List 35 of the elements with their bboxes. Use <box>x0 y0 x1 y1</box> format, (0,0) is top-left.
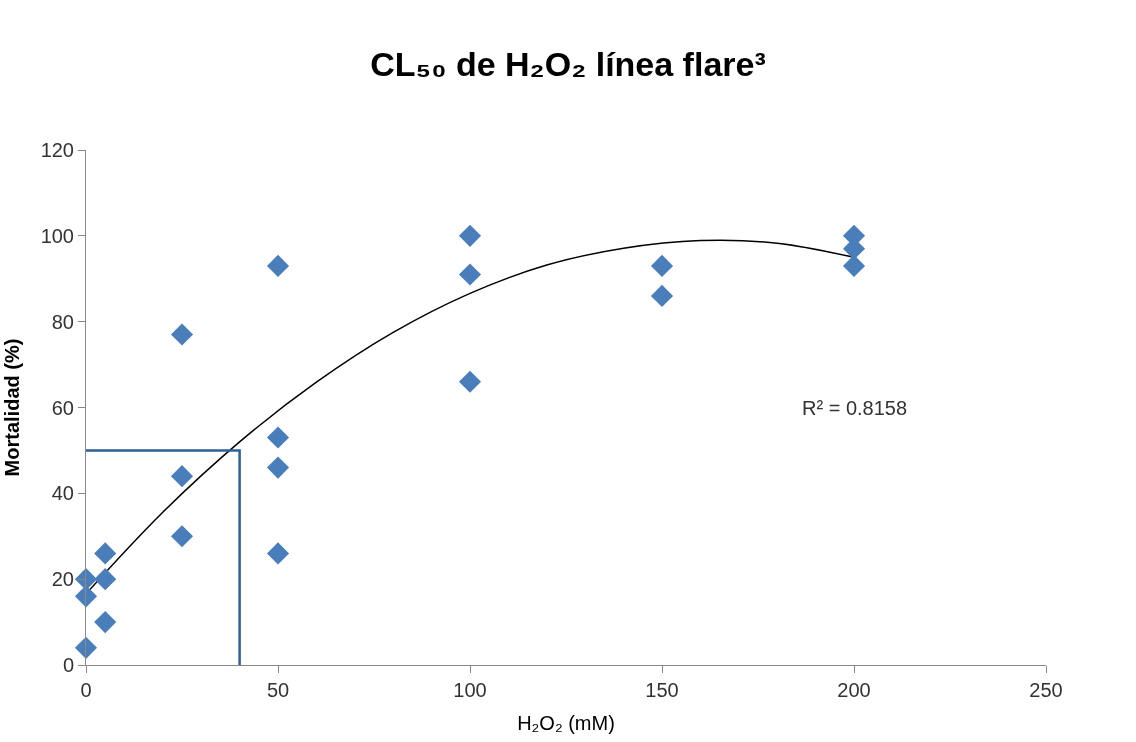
point <box>266 542 290 565</box>
chart-title: CL₅₀ de H₂O₂ línea flare³ <box>370 44 766 83</box>
point <box>94 542 117 565</box>
point <box>74 585 98 608</box>
point <box>266 456 290 479</box>
y-tick-label: 80 <box>51 310 74 333</box>
annotation: R² = 0.8158 <box>802 397 908 419</box>
point <box>842 254 866 277</box>
y-tick-label: 20 <box>51 568 74 591</box>
y-tick-label: 40 <box>51 482 74 505</box>
point <box>170 465 194 488</box>
x-tick-label: 50 <box>266 679 290 701</box>
point <box>74 636 98 659</box>
point <box>94 611 117 634</box>
point <box>170 323 194 346</box>
point <box>458 370 482 393</box>
x-tick-label: 200 <box>837 679 871 701</box>
x-tick-label: 100 <box>453 679 487 701</box>
x-tick-label: 150 <box>645 679 679 701</box>
point <box>266 254 290 277</box>
point <box>266 426 290 449</box>
y-tick-label: 60 <box>51 396 74 419</box>
point <box>650 284 674 307</box>
y-tick-label: 100 <box>40 224 74 247</box>
point <box>650 254 674 277</box>
x-axis-title: H₂O₂ (mM) <box>517 711 615 734</box>
point <box>94 568 117 591</box>
point <box>170 525 194 548</box>
y-tick-label: 0 <box>62 654 74 676</box>
x-tick-label: 0 <box>80 679 92 701</box>
x-tick-label: 250 <box>1029 679 1063 701</box>
point <box>458 263 482 286</box>
point <box>458 224 482 247</box>
y-axis-title: Mortalidad (%) <box>1 338 24 477</box>
y-tick-label: 120 <box>40 139 74 161</box>
